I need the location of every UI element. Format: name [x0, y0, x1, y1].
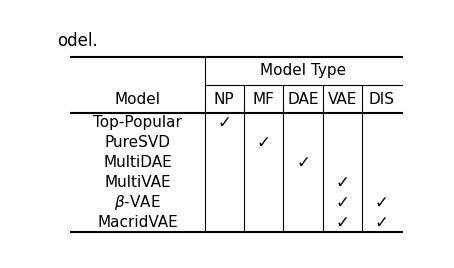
Text: ✓: ✓ — [217, 114, 231, 132]
Text: DIS: DIS — [369, 91, 395, 106]
Text: MF: MF — [253, 91, 275, 106]
Text: MacridVAE: MacridVAE — [97, 215, 178, 230]
Text: $\beta$-VAE: $\beta$-VAE — [114, 193, 161, 212]
Text: MultiVAE: MultiVAE — [104, 175, 171, 190]
Text: Model Type: Model Type — [260, 64, 346, 79]
Text: ✓: ✓ — [336, 193, 350, 211]
Text: MultiDAE: MultiDAE — [104, 155, 172, 170]
Text: odel.: odel. — [57, 32, 98, 50]
Text: DAE: DAE — [287, 91, 319, 106]
Text: ✓: ✓ — [375, 213, 389, 231]
Text: ✓: ✓ — [336, 213, 350, 231]
Text: ✓: ✓ — [375, 193, 389, 211]
Text: Top-Popular: Top-Popular — [93, 116, 182, 131]
Text: ✓: ✓ — [336, 174, 350, 192]
Text: NP: NP — [214, 91, 235, 106]
Text: ✓: ✓ — [296, 154, 310, 172]
Text: VAE: VAE — [328, 91, 357, 106]
Text: PureSVD: PureSVD — [105, 135, 171, 150]
Text: Model: Model — [115, 91, 161, 106]
Text: ✓: ✓ — [257, 134, 271, 152]
